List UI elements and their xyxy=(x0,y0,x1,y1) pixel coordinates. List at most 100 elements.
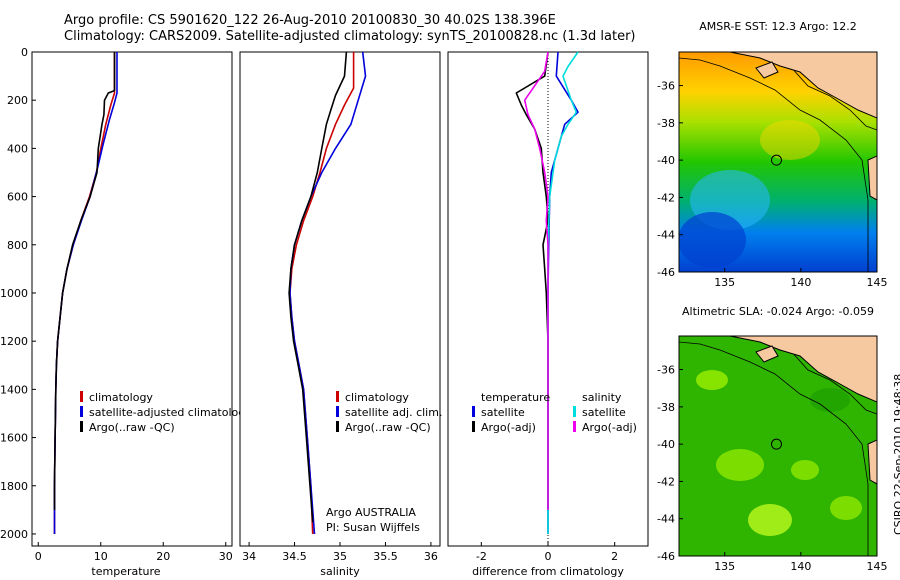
legend-swatch-argo xyxy=(336,421,339,432)
map-x-tick-label: 140 xyxy=(790,560,811,573)
sst-warm-patch xyxy=(760,120,820,160)
sst-cold-patch xyxy=(679,212,746,268)
sla-high-patch xyxy=(696,370,728,390)
x-tick-label: 20 xyxy=(156,550,170,563)
legend-label-argo: Argo(..raw -QC) xyxy=(89,421,175,434)
legend-swatch-sal-satellite xyxy=(573,406,576,417)
difference-panel: -2 0 2 difference from climatology tempera… xyxy=(447,51,649,578)
map-y-tick-label: -38 xyxy=(657,117,675,130)
map-y-tick-label: -38 xyxy=(657,401,675,414)
x-tick-label: 10 xyxy=(94,550,108,563)
y-tick-label: 0 xyxy=(21,46,28,59)
y-tick-label: 800 xyxy=(7,239,28,252)
legend-swatch-temp-argo xyxy=(472,421,475,432)
sla-high-patch xyxy=(791,460,819,480)
sst-shelf-contour xyxy=(679,52,877,272)
map-y-tick-label: -44 xyxy=(657,229,675,242)
map-y-tick-label: -40 xyxy=(657,438,675,451)
difference-x-axis: -2 0 2 xyxy=(476,542,618,563)
x-tick-label: 36 xyxy=(424,550,438,563)
map-x-tick-label: 135 xyxy=(714,560,735,573)
legend-label-temp-argo: Argo(-adj) xyxy=(481,421,536,434)
sst-map-title: AMSR-E SST: 12.3 Argo: 12.2 xyxy=(699,20,857,33)
climatology-title: Climatology: CARS2009. Satellite-adjuste… xyxy=(64,29,636,44)
map-x-tick-label: 145 xyxy=(867,560,888,573)
legend-label-climatology: climatology xyxy=(345,391,409,404)
x-tick-label: 34 xyxy=(242,550,256,563)
sla-land xyxy=(729,336,877,403)
y-tick-label: 1600 xyxy=(0,432,28,445)
salinity-panel: 34 34.5 35 35.5 36 salinity climatology sate… xyxy=(239,51,442,578)
sla-map-title: Altimetric SLA: -0.024 Argo: -0.059 xyxy=(682,305,874,318)
series-argo-raw-qc xyxy=(288,51,348,522)
series-salinity-argo-adj xyxy=(523,51,549,510)
y-tick-label: 400 xyxy=(7,142,28,155)
temperature-x-axis: 0 10 20 30 xyxy=(35,542,233,563)
map-y-tick-label: -46 xyxy=(657,550,675,563)
legend-header-temperature: temperature xyxy=(481,391,550,404)
y-tick-label: 1000 xyxy=(0,287,28,300)
map-y-tick-label: -46 xyxy=(657,266,675,279)
map-y-tick-label: -36 xyxy=(657,364,675,377)
x-tick-label: 30 xyxy=(219,550,233,563)
sst-land xyxy=(729,52,877,119)
sst-map-frame xyxy=(678,51,878,273)
depth-axis: 0 200 400 600 800 1000 1200 1400 1600 1800 2000 xyxy=(0,46,36,541)
map-y-tick-label: -40 xyxy=(657,154,675,167)
salinity-x-axis: 34 34.5 35 35.5 36 xyxy=(242,542,438,563)
map-y-tick-label: -36 xyxy=(657,80,675,93)
map-y-tick-label: -44 xyxy=(657,513,675,526)
x-tick-label: 35 xyxy=(333,550,347,563)
x-tick-label: 0 xyxy=(545,550,552,563)
legend-label-climatology: climatology xyxy=(89,391,153,404)
sla-map-axes: 135 140 145 -36 -38 -40 -42 -44 -46 xyxy=(657,364,887,573)
y-tick-label: 600 xyxy=(7,191,28,204)
salinity-legend: climatology satellite adj. clim. Argo(..… xyxy=(336,391,442,434)
sst-map-panel: AMSR-E SST: 12.3 Argo: 12.2 135 140 145 -36… xyxy=(657,20,887,289)
sla-tasmania xyxy=(867,439,877,485)
argo-annotation-line2: PI: Susan Wijffels xyxy=(326,521,420,534)
salinity-axes-frame xyxy=(239,51,441,547)
profile-title: Argo profile: CS 5901620_122 26-Aug-2010… xyxy=(64,13,556,28)
x-tick-label: 34.5 xyxy=(282,550,307,563)
argo-location-marker xyxy=(770,438,782,450)
x-tick-label: 2 xyxy=(611,550,618,563)
salinity-xlabel: salinity xyxy=(320,565,360,578)
x-tick-label: -2 xyxy=(476,550,487,563)
sla-island xyxy=(755,345,779,363)
sla-low-patch xyxy=(810,388,850,412)
legend-swatch-argo xyxy=(80,421,83,432)
x-tick-label: 35.5 xyxy=(373,550,398,563)
y-tick-label: 2000 xyxy=(0,528,28,541)
sla-shelf-contour xyxy=(679,336,877,556)
temperature-axes-frame xyxy=(31,51,233,547)
legend-header-salinity: salinity xyxy=(582,391,622,404)
sst-tasmania xyxy=(867,155,877,201)
legend-label-sal-satellite: satellite xyxy=(582,406,626,419)
argo-location-marker xyxy=(770,154,782,166)
legend-swatch-temp-satellite xyxy=(472,406,475,417)
y-tick-label: 1200 xyxy=(0,335,28,348)
series-argo-raw-qc xyxy=(53,52,116,510)
x-tick-label: 0 xyxy=(35,550,42,563)
y-tick-label: 1800 xyxy=(0,480,28,493)
temperature-xlabel: temperature xyxy=(91,565,160,578)
sla-high-patch xyxy=(830,496,862,520)
legend-swatch-climatology xyxy=(80,391,83,402)
sla-high-patch xyxy=(748,504,792,536)
y-tick-label: 1400 xyxy=(0,383,28,396)
map-x-tick-label: 145 xyxy=(867,276,888,289)
map-x-tick-label: 135 xyxy=(714,276,735,289)
legend-swatch-climatology xyxy=(336,391,339,402)
legend-swatch-satellite xyxy=(80,406,83,417)
sla-map-frame xyxy=(678,335,878,557)
map-y-tick-label: -42 xyxy=(657,475,675,488)
difference-xlabel: difference from climatology xyxy=(472,565,624,578)
legend-label-temp-satellite: satellite xyxy=(481,406,525,419)
difference-legend: temperature satellite Argo(-adj) salinit… xyxy=(472,391,637,434)
y-tick-label: 200 xyxy=(7,94,28,107)
legend-label-satellite: satellite-adjusted climatology xyxy=(89,406,252,419)
sla-map-panel: Altimetric SLA: -0.024 Argo: -0.059 135 1… xyxy=(657,305,887,573)
legend-label-satellite: satellite adj. clim. xyxy=(345,406,442,419)
